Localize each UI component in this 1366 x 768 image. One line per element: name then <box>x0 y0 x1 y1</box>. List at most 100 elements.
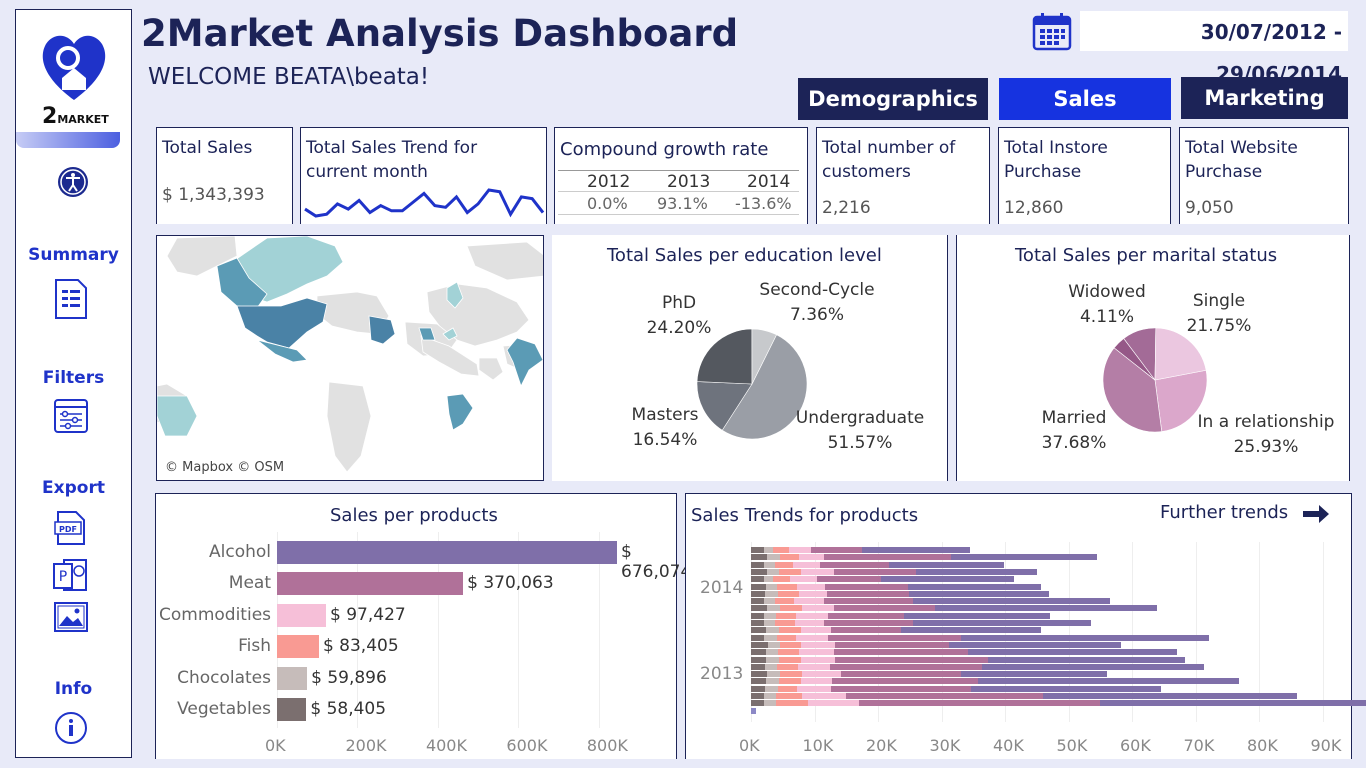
trends-bar-segment-alcohol[interactable] <box>987 656 1185 663</box>
marketing-button[interactable]: Marketing <box>1181 77 1348 119</box>
trends-bar-segment-chocolates[interactable] <box>763 598 776 605</box>
trends-bar-segment-vegetables[interactable] <box>751 678 767 685</box>
trends-bar-segment-vegetables[interactable] <box>751 641 768 648</box>
trends-bar-segment-meat[interactable] <box>824 620 913 626</box>
trends-bar-segment-meat[interactable] <box>829 663 983 670</box>
trends-bar-segment-meat[interactable] <box>846 693 1044 699</box>
trends-bar-segment-chocolates[interactable] <box>763 693 777 699</box>
marital-pie-chart[interactable] <box>1103 328 1207 432</box>
trends-bar-segment-commodities[interactable] <box>792 561 820 568</box>
trends-bar-segment-vegetables[interactable] <box>751 693 764 699</box>
trends-bar-segment-vegetables[interactable] <box>751 620 764 626</box>
trends-bar-segment-chocolates[interactable] <box>763 576 774 583</box>
sidebar-summary-label[interactable]: Summary <box>28 245 119 265</box>
trends-bar-segment-alcohol[interactable] <box>889 561 1004 568</box>
trends-bar-segment-chocolates[interactable] <box>764 590 778 597</box>
products-bar-commodities[interactable] <box>277 603 326 627</box>
trends-bar-segment-commodities[interactable] <box>794 620 825 626</box>
trends-bar-segment-fish[interactable] <box>778 678 801 685</box>
trends-bar-segment-chocolates[interactable] <box>766 605 780 612</box>
trends-bar-segment-vegetables[interactable] <box>751 612 765 619</box>
trends-bar-segment-alcohol[interactable] <box>916 568 1037 575</box>
export-image-icon[interactable] <box>53 601 89 637</box>
trends-bar-segment-commodities[interactable] <box>789 576 818 583</box>
trends-bar-segment-chocolates[interactable] <box>763 561 776 568</box>
trends-bar-segment-vegetables[interactable] <box>751 576 764 583</box>
trends-bar-segment-meat[interactable] <box>826 590 910 597</box>
trends-bar-segment-meat[interactable] <box>840 671 962 678</box>
trends-bar-segment-alcohol[interactable] <box>949 641 1121 648</box>
trends-bar-segment-alcohol[interactable] <box>912 620 1091 626</box>
trends-bar-segment-fish[interactable] <box>778 656 802 663</box>
sales-button[interactable]: Sales <box>999 78 1171 120</box>
trends-bar-segment-vegetables[interactable] <box>751 547 764 553</box>
trends-bar-segment-commodities[interactable] <box>801 605 834 612</box>
trends-bar-segment-chocolates[interactable] <box>764 634 778 641</box>
trends-bar-segment-vegetables[interactable] <box>751 598 764 605</box>
trends-bar-segment-chocolates[interactable] <box>766 554 780 561</box>
trends-bar-segment-alcohol[interactable] <box>907 583 1042 590</box>
education-slice-masters[interactable] <box>697 381 753 431</box>
summary-document-icon[interactable] <box>54 278 88 324</box>
trends-bar-segment-vegetables[interactable] <box>751 656 767 663</box>
trends-bar-segment-meat[interactable] <box>831 627 901 634</box>
trends-bar-segment-vegetables[interactable] <box>751 627 767 634</box>
trends-bar-segment-commodities[interactable] <box>800 627 831 634</box>
trends-bar-segment-fish[interactable] <box>775 598 795 605</box>
marital-slice-married[interactable] <box>1103 347 1163 432</box>
trends-bar-segment-meat[interactable] <box>835 656 988 663</box>
education-slice-phd[interactable] <box>697 329 753 385</box>
sales-map[interactable]: © Mapbox © OSM <box>156 235 544 481</box>
trends-bar-segment-meat[interactable] <box>817 576 881 583</box>
trends-bar-segment-meat[interactable] <box>831 685 971 692</box>
trends-bar-segment-alcohol[interactable] <box>1100 700 1366 707</box>
trends-bar-segment-chocolates[interactable] <box>763 547 774 553</box>
trends-bar-segment-commodities[interactable] <box>796 612 828 619</box>
trends-bar-segment-fish[interactable] <box>775 561 793 568</box>
accessibility-icon[interactable] <box>57 166 89 202</box>
filters-sliders-icon[interactable] <box>53 398 89 438</box>
trends-bar-segment-chocolates[interactable] <box>766 671 781 678</box>
trends-bar-segment-fish[interactable] <box>776 693 802 699</box>
trends-bar-segment-commodities[interactable] <box>808 700 859 707</box>
trends-bar-segment-commodities[interactable] <box>798 590 827 597</box>
trends-bar-segment-chocolates[interactable] <box>767 641 781 648</box>
trends-bar-segment-alcohol[interactable] <box>909 590 1049 597</box>
trends-bar-segment-fish[interactable] <box>773 576 790 583</box>
further-trends-link[interactable]: Further trends <box>1160 502 1331 525</box>
trends-bar-segment-alcohol[interactable] <box>935 605 1158 612</box>
trends-bar-segment-commodities[interactable] <box>797 685 831 692</box>
trends-bar-segment-commodities[interactable] <box>799 649 835 656</box>
trends-bar-segment-chocolates[interactable] <box>763 700 777 707</box>
trends-bar-segment-fish[interactable] <box>779 605 802 612</box>
trends-bar-segment-fish[interactable] <box>780 641 801 648</box>
trends-bar-segment-fish[interactable] <box>778 568 801 575</box>
trends-bar-segment-meat[interactable] <box>858 700 1101 707</box>
export-pdf-icon[interactable]: PDF <box>54 510 88 550</box>
trends-bar-segment-meat[interactable] <box>824 554 952 561</box>
education-slice-undergraduate[interactable] <box>721 334 807 439</box>
trends-bar-segment-vegetables[interactable] <box>751 649 766 656</box>
trends-bar-segment-fish[interactable] <box>777 649 800 656</box>
trends-bar-segment-commodities[interactable] <box>800 641 835 648</box>
trends-bar-segment-vegetables[interactable] <box>751 634 765 641</box>
calendar-icon[interactable] <box>1032 11 1072 55</box>
trends-bar-segment-fish[interactable] <box>776 700 809 707</box>
trends-bar-segment-vegetables[interactable] <box>751 663 765 670</box>
trends-bar-segment-vegetables[interactable] <box>751 707 757 714</box>
trends-bar-segment-fish[interactable] <box>780 671 803 678</box>
trends-bar-segment-chocolates[interactable] <box>765 583 778 590</box>
trends-bar-segment-chocolates[interactable] <box>766 656 779 663</box>
trends-bar-segment-fish[interactable] <box>775 612 797 619</box>
trends-bar-segment-commodities[interactable] <box>794 598 825 605</box>
trends-bar-segment-alcohol[interactable] <box>900 627 1041 634</box>
trends-bar-segment-chocolates[interactable] <box>764 663 778 670</box>
trends-bar-segment-meat[interactable] <box>833 605 936 612</box>
trends-bar-segment-alcohol[interactable] <box>961 634 1209 641</box>
trends-bar-segment-vegetables[interactable] <box>751 671 767 678</box>
trends-bar-segment-commodities[interactable] <box>797 663 830 670</box>
trends-bar-segment-meat[interactable] <box>834 649 968 656</box>
trends-bar-segment-alcohol[interactable] <box>978 678 1239 685</box>
trends-bar-segment-fish[interactable] <box>778 627 801 634</box>
marital-slice-in-a-relationship[interactable] <box>1154 369 1207 432</box>
